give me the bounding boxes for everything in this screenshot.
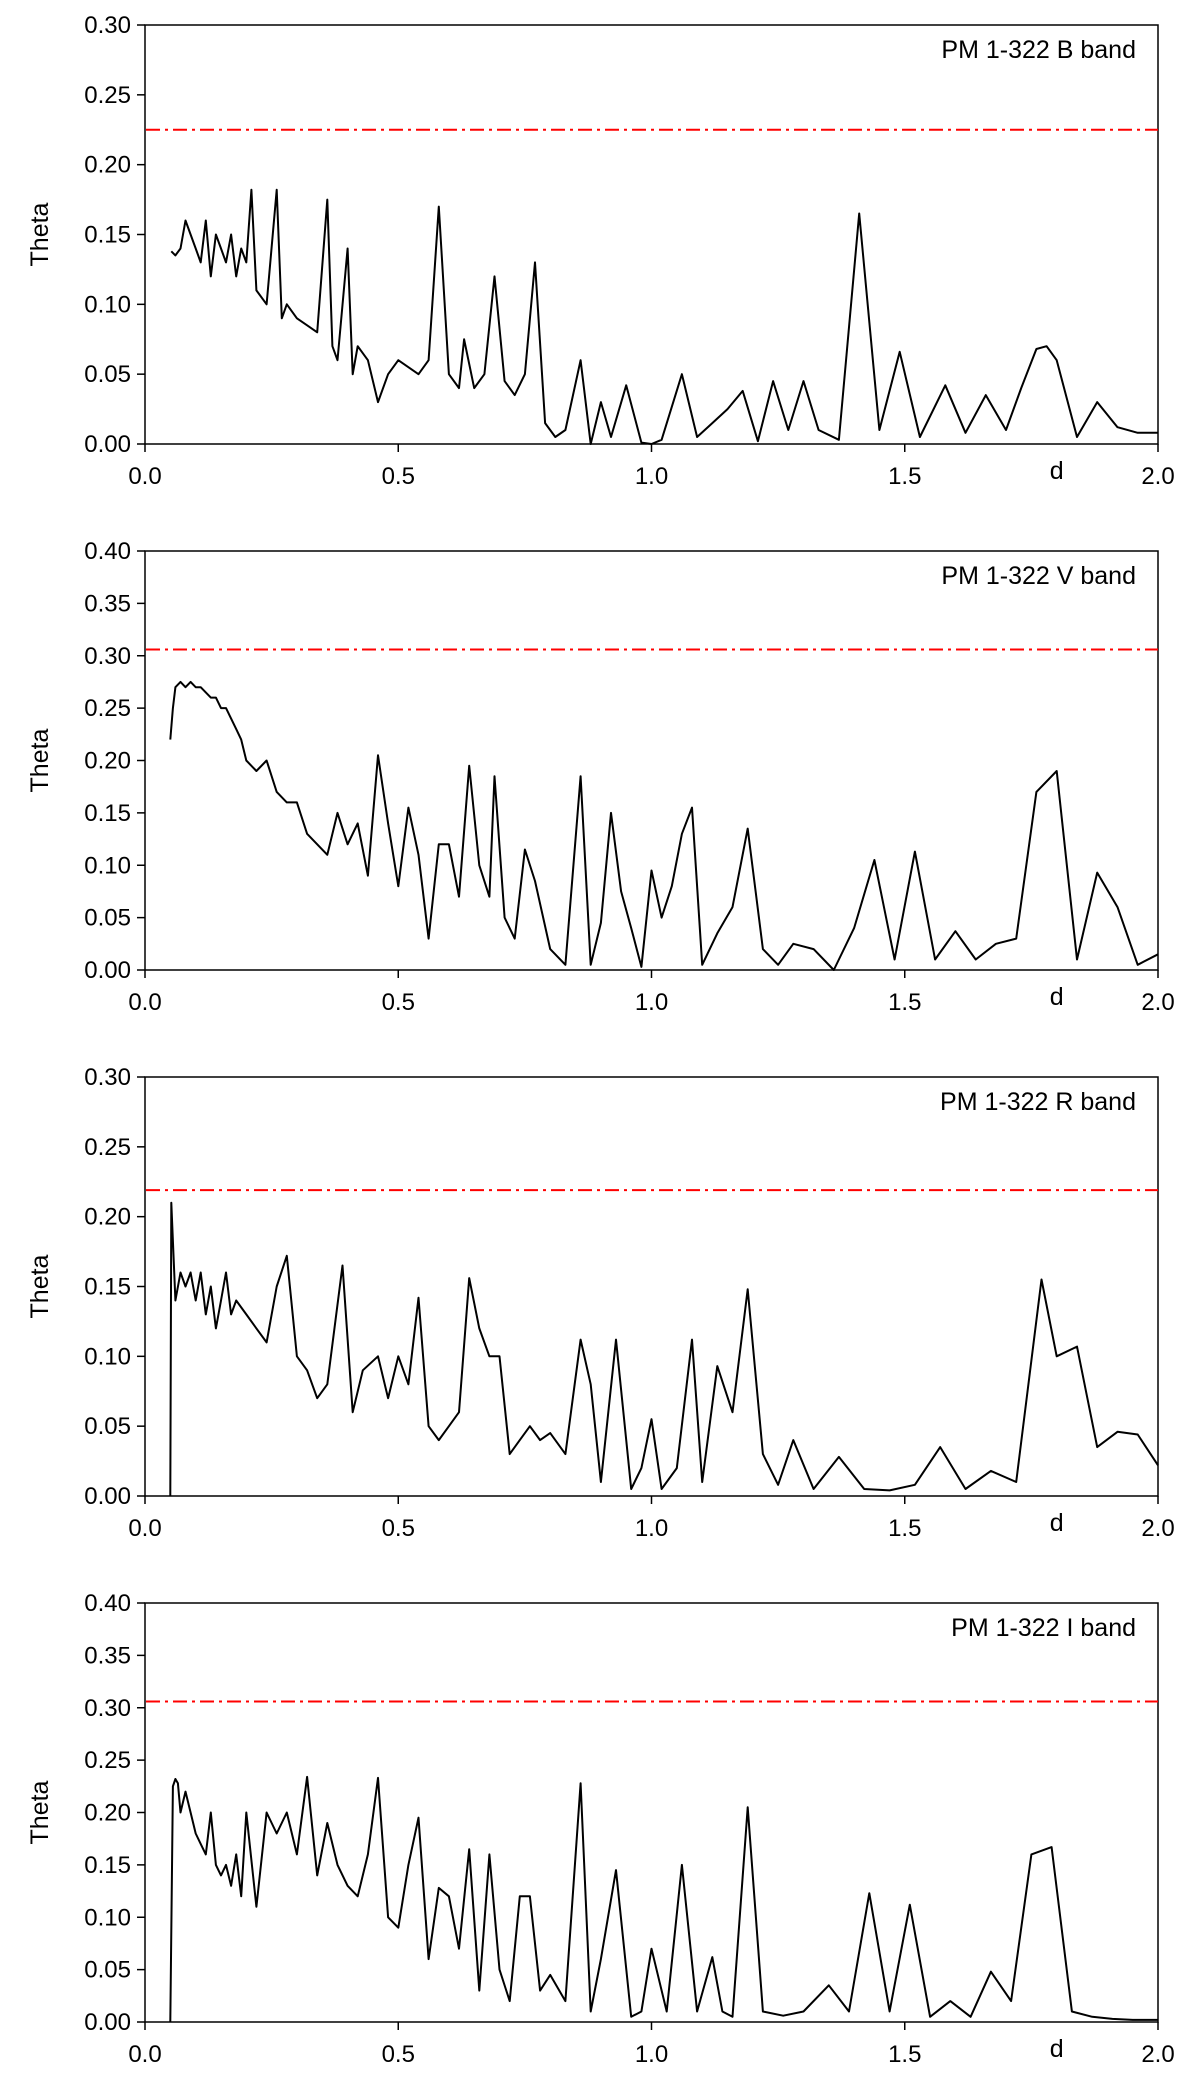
i-band-y-tick-label: 0.15 — [84, 1852, 131, 1879]
r-band-x-tick-label: 1.5 — [888, 1515, 921, 1542]
i-band-x-axis-label: d — [1050, 2035, 1064, 2063]
r-band-x-tick-label: 0.5 — [382, 1515, 415, 1542]
b-band-x-tick-label: 2.0 — [1141, 463, 1174, 490]
i-band-y-tick-label: 0.25 — [84, 1747, 131, 1774]
b-band-y-tick-label: 0.30 — [84, 12, 131, 39]
b-band-y-tick-label: 0.20 — [84, 152, 131, 179]
v-band-y-axis-label: Theta — [26, 728, 54, 792]
i-band-y-tick-label: 0.30 — [84, 1695, 131, 1722]
r-band-y-tick-label: 0.00 — [84, 1483, 131, 1510]
b-band-x-tick-label: 1.5 — [888, 463, 921, 490]
r-band-y-tick-label: 0.10 — [84, 1343, 131, 1370]
v-band-x-tick-label: 1.0 — [635, 989, 668, 1016]
v-band-y-tick-label: 0.05 — [84, 905, 131, 932]
i-band-theta-series — [169, 1775, 1158, 2023]
i-band-panel: 0.00 0.05 0.10 0.15 0.20 0.25 0.30 0.35 0.40 0.0 0… — [26, 1590, 1175, 2068]
i-band-y-axis-label: Theta — [26, 1780, 54, 1844]
v-band-y-tick-label: 0.40 — [84, 538, 131, 565]
v-band-x-tick-label: 1.5 — [888, 989, 921, 1016]
v-band-x-tick-label: 0.0 — [128, 989, 161, 1016]
v-band-y-tick-label: 0.20 — [84, 748, 131, 775]
r-band-panel: 0.00 0.05 0.10 0.15 0.20 0.25 0.30 0.0 0.5 1.0 1.5… — [26, 1064, 1175, 1542]
v-band-theta-series — [169, 680, 1159, 971]
r-band-x-tick-label: 0.0 — [128, 1515, 161, 1542]
i-band-y-tick-label: 0.10 — [84, 1904, 131, 1931]
r-band-x-tick-label: 1.0 — [635, 1515, 668, 1542]
b-band-x-axis-label: d — [1050, 457, 1064, 485]
b-band-theta-series — [170, 188, 1158, 445]
i-band-x-tick-label: 2.0 — [1141, 2041, 1174, 2068]
v-band-y-tick-label: 0.30 — [84, 643, 131, 670]
r-band-theta-series — [169, 1201, 1159, 1497]
i-band-y-tick-label: 0.40 — [84, 1590, 131, 1617]
i-band-y-tick-label: 0.20 — [84, 1800, 131, 1827]
r-band-y-tick-label: 0.30 — [84, 1064, 131, 1091]
r-band-y-tick-label: 0.25 — [84, 1134, 131, 1161]
b-band-panel-title: PM 1-322 B band — [941, 36, 1136, 64]
r-band-y-tick-label: 0.20 — [84, 1204, 131, 1231]
v-band-panel: 0.00 0.05 0.10 0.15 0.20 0.25 0.30 0.35 0.40 0.0 0… — [26, 538, 1175, 1016]
v-band-x-tick-label: 0.5 — [382, 989, 415, 1016]
r-band-y-tick-label: 0.05 — [84, 1413, 131, 1440]
b-band-y-tick-label: 0.15 — [84, 222, 131, 249]
r-band-y-tick-label: 0.15 — [84, 1274, 131, 1301]
i-band-y-tick-label: 0.05 — [84, 1957, 131, 1984]
v-band-x-axis-label: d — [1050, 983, 1064, 1011]
i-band-x-tick-label: 1.0 — [635, 2041, 668, 2068]
b-band-plot-frame — [144, 24, 1159, 445]
i-band-x-tick-label: 1.5 — [888, 2041, 921, 2068]
i-band-x-tick-label: 0.0 — [128, 2041, 161, 2068]
r-band-panel-title: PM 1-322 R band — [940, 1088, 1136, 1116]
i-band-y-tick-label: 0.00 — [84, 2009, 131, 2036]
r-band-x-axis-label: d — [1050, 1509, 1064, 1537]
v-band-y-tick-label: 0.35 — [84, 590, 131, 617]
r-band-plot-frame — [144, 1076, 1159, 1497]
r-band-x-tick-label: 2.0 — [1141, 1515, 1174, 1542]
v-band-y-tick-label: 0.10 — [84, 852, 131, 879]
r-band-y-axis-label: Theta — [26, 1254, 54, 1318]
v-band-plot-frame — [144, 550, 1159, 971]
i-band-plot-frame — [144, 1602, 1159, 2023]
v-band-x-tick-label: 2.0 — [1141, 989, 1174, 1016]
b-band-y-tick-label: 0.05 — [84, 361, 131, 388]
b-band-y-axis-label: Theta — [26, 202, 54, 266]
b-band-y-tick-label: 0.25 — [84, 82, 131, 109]
i-band-x-tick-label: 0.5 — [382, 2041, 415, 2068]
v-band-y-tick-label: 0.15 — [84, 800, 131, 827]
b-band-y-tick-label: 0.10 — [84, 291, 131, 318]
b-band-y-tick-label: 0.00 — [84, 431, 131, 458]
b-band-x-tick-label: 1.0 — [635, 463, 668, 490]
i-band-y-tick-label: 0.35 — [84, 1642, 131, 1669]
v-band-y-tick-label: 0.25 — [84, 695, 131, 722]
b-band-panel: 0.00 0.05 0.10 0.15 0.20 0.25 0.30 0.0 0.5 1.0 1.5… — [26, 12, 1175, 490]
b-band-x-tick-label: 0.5 — [382, 463, 415, 490]
b-band-x-tick-label: 0.0 — [128, 463, 161, 490]
v-band-panel-title: PM 1-322 V band — [941, 562, 1136, 590]
i-band-panel-title: PM 1-322 I band — [951, 1614, 1136, 1642]
v-band-y-tick-label: 0.00 — [84, 957, 131, 984]
